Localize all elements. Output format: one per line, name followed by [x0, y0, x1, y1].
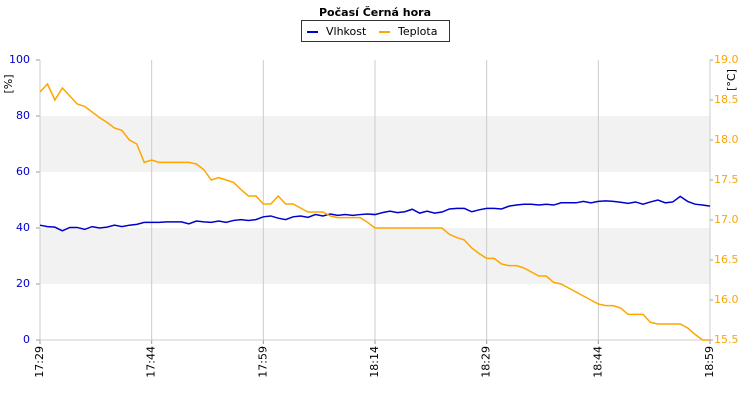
y2-tick-label: 18.5	[714, 93, 739, 106]
y-tick-label: 40	[16, 221, 30, 234]
y2-tick-label: 16.5	[714, 253, 739, 266]
line-series	[39, 82, 710, 341]
y2-tick-label: 16.0	[714, 293, 739, 306]
chart-title: Počasí Černá hora	[319, 6, 431, 19]
y-axis-label: [%]	[2, 74, 15, 93]
y2-tick-label: 19.0	[714, 53, 739, 66]
legend-box	[301, 20, 450, 42]
x-tick-label: 18:59	[703, 346, 716, 378]
legend-label: Vlhkost	[326, 25, 367, 38]
y2-tick-label: 17.5	[714, 173, 739, 186]
line-series	[39, 195, 711, 232]
y-tick-label: 80	[16, 109, 30, 122]
y2-axis-label: [°C]	[725, 69, 738, 91]
x-tick-label: 18:29	[480, 346, 493, 378]
x-tick-label: 18:44	[591, 346, 604, 378]
y-tick-label: 0	[23, 333, 30, 346]
x-tick-label: 18:14	[368, 346, 381, 378]
x-tick-label: 17:44	[145, 346, 158, 378]
y-tick-label: 20	[16, 277, 30, 290]
x-tick-label: 17:59	[256, 346, 269, 378]
y-tick-label: 60	[16, 165, 30, 178]
y-tick-label: 100	[9, 53, 30, 66]
x-tick-label: 17:29	[33, 346, 46, 378]
legend-label: Teplota	[397, 25, 437, 38]
y2-tick-label: 15.5	[714, 333, 739, 346]
y2-tick-label: 18.0	[714, 133, 739, 146]
y2-tick-label: 17.0	[714, 213, 739, 226]
